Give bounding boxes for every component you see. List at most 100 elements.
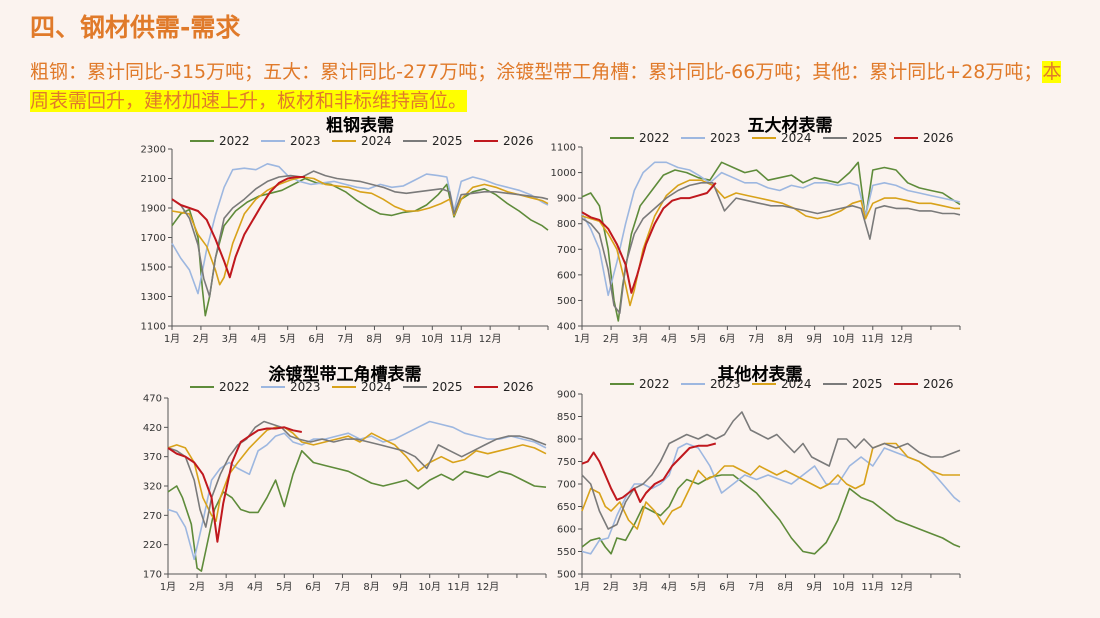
legend-label-2022: 2022 [219,380,250,394]
y-tick-label: 2300 [141,145,166,156]
summary-text: 粗钢：累计同比-315万吨；五大：累计同比-277万吨；涂镀型带工角槽：累计同比… [30,58,1075,116]
legend-label-2024: 2024 [781,377,812,391]
x-tick-label: 8月 [777,333,793,345]
y-tick-label: 800 [557,435,576,446]
y-tick-label: 500 [557,570,576,581]
x-tick-label: 9月 [392,581,408,593]
y-tick-label: 2100 [141,174,166,185]
legend-label-2025: 2025 [432,134,463,148]
x-tick-label: 1月 [574,581,590,593]
y-tick-label: 320 [143,482,162,493]
series-line-2024 [581,179,960,307]
x-tick-label: 12月 [890,581,913,593]
y-tick-label: 1900 [141,204,166,215]
x-tick-label: 8月 [366,333,382,345]
legend-label-2022: 2022 [639,131,670,145]
x-tick-label: 2月 [193,333,209,345]
series-line-2025 [581,182,961,314]
x-tick-label: 4月 [251,333,267,345]
y-tick-label: 220 [143,540,162,551]
y-tick-label: 470 [143,394,162,405]
series-line-2022 [167,450,547,572]
x-tick-label: 3月 [222,333,238,345]
legend-label-2025: 2025 [432,380,463,394]
chart-coated-strip: 涂镀型带工角槽表需 2022 2023 2024 2025 2026 170 220 270 32… [143,364,547,593]
x-tick-label: 10月 [418,581,441,593]
x-tick-label: 7月 [334,581,350,593]
y-tick-label: 750 [557,457,576,468]
chart-title: 粗钢表需 [326,115,394,136]
x-tick-label: 12月 [890,333,913,345]
legend-label-2024: 2024 [361,380,392,394]
legend-label-2023: 2023 [290,134,321,148]
y-tick-label: 270 [143,511,162,522]
y-tick-label: 1100 [141,322,166,333]
legend-label-2023: 2023 [710,377,741,391]
series-line-2026 [171,176,305,279]
x-tick-label: 12月 [479,333,502,345]
series-line-2024 [171,176,549,286]
series-line-2024 [167,426,547,522]
y-tick-label: 700 [557,245,576,256]
series-line-2023 [581,161,961,297]
x-tick-label: 2月 [603,333,619,345]
series-line-2023 [167,420,547,561]
x-tick-label: 11月 [861,581,884,593]
legend-label-2026: 2026 [503,380,534,394]
x-tick-label: 6月 [308,333,324,345]
x-tick-label: 5月 [276,581,292,593]
series-line-2022 [581,474,961,555]
chart-five-major: 五大材表需 2022 2023 2024 2025 2026 400 500 600 700 800… [551,115,961,345]
series-line-2023 [171,163,549,295]
legend-label-2022: 2022 [639,377,670,391]
series-line-2026 [581,442,717,503]
x-tick-label: 6月 [305,581,321,593]
y-tick-label: 420 [143,423,162,434]
legend-label-2026: 2026 [923,131,954,145]
x-tick-label: 1月 [164,333,180,345]
chart-other: 其他材表需 2022 2023 2024 2025 2026 500 550 600 650 700… [557,364,961,593]
legend-label-2024: 2024 [361,134,392,148]
y-tick-label: 650 [557,502,576,513]
legend-label-2023: 2023 [710,131,741,145]
x-tick-label: 10月 [832,581,855,593]
summary-plain: 粗钢：累计同比-315万吨；五大：累计同比-277万吨；涂镀型带工角槽：累计同比… [30,61,1043,83]
series-line-2025 [171,170,549,298]
legend-label-2026: 2026 [503,134,534,148]
x-tick-label: 3月 [632,333,648,345]
x-tick-label: 2月 [603,581,619,593]
legend-label-2022: 2022 [219,134,250,148]
y-tick-label: 600 [557,270,576,281]
x-tick-label: 12月 [476,581,499,593]
y-tick-label: 500 [557,296,576,307]
chart-title: 五大材表需 [748,115,833,136]
legend-label-2025: 2025 [852,377,883,391]
x-tick-label: 1月 [574,333,590,345]
series-line-2022 [171,177,549,317]
y-tick-label: 700 [557,480,576,491]
series-line-2025 [167,420,547,528]
x-tick-label: 9月 [806,333,822,345]
y-tick-label: 900 [557,194,576,205]
y-tick-label: 370 [143,452,162,463]
y-tick-label: 1700 [141,233,166,244]
x-tick-label: 5月 [280,333,296,345]
y-tick-label: 1500 [141,263,166,274]
series-line-2022 [581,161,961,322]
chart-title: 涂镀型带工角槽表需 [269,364,422,385]
x-tick-label: 4月 [661,333,677,345]
chart-title: 其他材表需 [718,364,803,385]
x-tick-label: 7月 [748,333,764,345]
x-tick-label: 3月 [632,581,648,593]
y-tick-label: 900 [557,390,576,401]
series-line-2023 [581,442,961,555]
x-tick-label: 9月 [806,581,822,593]
x-tick-label: 10月 [421,333,444,345]
series-line-2026 [581,182,717,294]
x-tick-label: 10月 [832,333,855,345]
legend-label-2023: 2023 [290,380,321,394]
y-tick-label: 800 [557,219,576,230]
legend-label-2025: 2025 [852,131,883,145]
x-tick-label: 5月 [690,333,706,345]
series-line-2025 [581,411,961,530]
